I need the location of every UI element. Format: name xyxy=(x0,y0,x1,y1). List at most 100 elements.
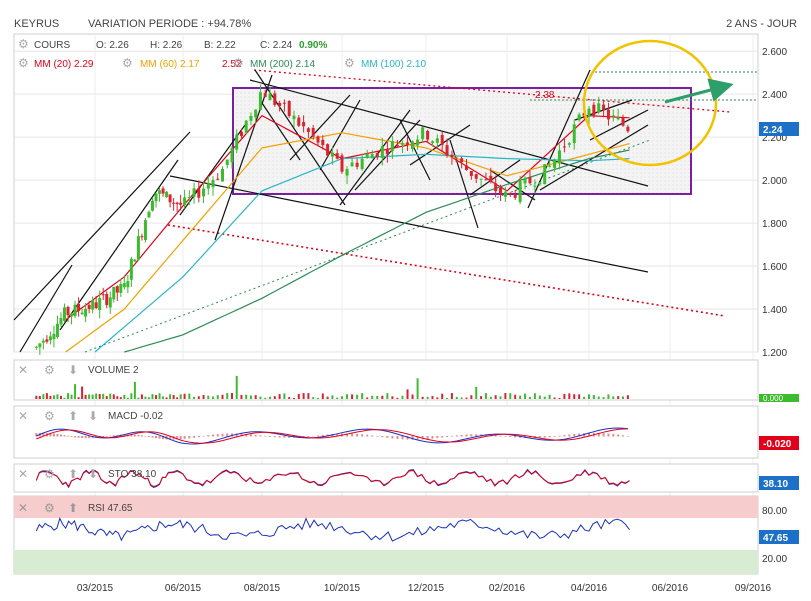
volume-bar xyxy=(283,393,286,399)
candle-body xyxy=(385,149,389,155)
close-icon[interactable]: ✕ xyxy=(18,501,28,515)
macd-histogram-bar xyxy=(411,436,414,440)
volume-bar xyxy=(176,397,179,399)
volume-bar xyxy=(312,397,315,399)
macd-histogram-bar xyxy=(235,433,238,437)
volume-bar xyxy=(70,394,73,399)
volume-bar xyxy=(151,394,154,399)
annotation-252: 2.52 xyxy=(222,59,242,70)
macd-histogram-bar xyxy=(499,435,502,437)
volume-bar xyxy=(249,395,252,399)
volume-bar xyxy=(583,396,586,399)
volume-bar xyxy=(494,395,497,399)
candle-body xyxy=(147,211,151,218)
arrow-down-icon[interactable]: ⬇ xyxy=(88,467,98,481)
volume-bar xyxy=(416,378,419,399)
volume-bar xyxy=(45,393,48,399)
last-price-tag xyxy=(759,122,799,136)
volume-bar xyxy=(612,396,615,399)
period-label: 2 ANS - JOUR xyxy=(726,18,797,30)
ma-line xyxy=(124,149,630,353)
candle-body xyxy=(355,162,359,167)
arrow-down-icon[interactable]: ⬇ xyxy=(68,363,78,377)
gear-icon[interactable]: ⚙ xyxy=(44,409,55,423)
volume-bar xyxy=(386,393,389,399)
volume-bar xyxy=(230,393,233,399)
macd-histogram-bar xyxy=(356,433,359,437)
ma-line xyxy=(65,132,630,353)
macd-histogram-bar xyxy=(568,434,571,437)
macd-histogram-bar xyxy=(147,436,150,437)
volume-bar xyxy=(169,394,172,399)
ma20-label: MM (20) 2.29 xyxy=(34,59,94,70)
macd-histogram-bar xyxy=(109,435,112,437)
x-tick-label: 12/2015 xyxy=(408,583,445,594)
price-y-axis: 1.200 1.400 1.600 1.800 2.000 2.200 2.400 2.600 xyxy=(762,47,787,359)
volume-bar xyxy=(288,397,291,399)
x-tick-label: 09/2016 xyxy=(735,583,772,594)
candle-body xyxy=(411,141,415,150)
volume-bar xyxy=(172,395,175,399)
macd-histogram-bar xyxy=(116,434,119,437)
candle-body xyxy=(154,193,158,202)
volume-bar xyxy=(193,396,196,399)
close-icon[interactable]: ✕ xyxy=(18,467,28,481)
macd-histogram-bar xyxy=(245,433,248,437)
candle-body xyxy=(45,339,49,342)
gear-icon[interactable]: ⚙ xyxy=(344,56,355,70)
arrow-up-icon[interactable]: ⬆ xyxy=(68,467,78,481)
arrow-up-icon[interactable]: ⬆ xyxy=(68,409,78,423)
candle-body xyxy=(557,150,561,164)
volume-bar xyxy=(202,394,205,399)
candle-body xyxy=(311,128,315,137)
volume-bar xyxy=(336,397,339,399)
candle-body xyxy=(179,202,183,205)
macd-histogram-bar xyxy=(612,434,615,437)
macd-histogram-bar xyxy=(401,436,404,440)
volume-bar xyxy=(489,396,492,399)
candle-body xyxy=(430,141,434,143)
gear-icon[interactable]: ⚙ xyxy=(44,467,55,481)
close-icon[interactable]: ✕ xyxy=(18,363,28,377)
close-icon[interactable]: ✕ xyxy=(18,409,28,423)
volume-bar xyxy=(254,395,257,399)
volume-bar xyxy=(475,386,478,399)
macd-histogram-bar xyxy=(102,436,105,438)
volume-bar xyxy=(361,393,364,399)
candle-body xyxy=(440,134,444,145)
gear-icon[interactable]: ⚙ xyxy=(18,56,29,70)
volume-bar xyxy=(35,395,38,399)
macd-histogram-bar xyxy=(436,436,439,439)
gear-icon[interactable]: ⚙ xyxy=(122,56,133,70)
gear-icon[interactable]: ⚙ xyxy=(18,37,29,51)
volume-bar xyxy=(317,397,319,399)
candle-body xyxy=(489,175,493,182)
volume-bar xyxy=(133,381,136,399)
gear-icon[interactable]: ⚙ xyxy=(44,501,55,515)
volume-bars xyxy=(35,375,629,399)
volume-bar xyxy=(441,393,444,399)
candle-body xyxy=(508,193,512,195)
macd-histogram-bar xyxy=(221,433,224,437)
volume-bar xyxy=(147,397,150,399)
macd-histogram-bar xyxy=(264,435,267,437)
macd-histogram-bar xyxy=(431,436,434,439)
gear-icon[interactable]: ⚙ xyxy=(233,56,244,70)
rsi-lower-label: 20.00 xyxy=(762,554,787,565)
rsi-tag xyxy=(759,530,799,544)
arrow-up-icon[interactable]: ⬆ xyxy=(68,501,78,515)
volume-bar xyxy=(573,394,576,399)
cours-label: COURS xyxy=(34,40,70,51)
macd-histogram-bar xyxy=(151,436,154,438)
candle-body xyxy=(597,103,601,113)
candle-body xyxy=(278,102,282,107)
arrow-down-icon[interactable]: ⬇ xyxy=(88,409,98,423)
volume-bar xyxy=(411,394,414,399)
volume-bar xyxy=(381,395,384,399)
candle-body xyxy=(335,153,339,159)
volume-bar xyxy=(401,395,404,399)
macd-histogram-bar xyxy=(105,436,108,437)
gear-icon[interactable]: ⚙ xyxy=(44,363,55,377)
macd-histogram-bar xyxy=(514,436,517,438)
volume-bar xyxy=(602,397,605,399)
